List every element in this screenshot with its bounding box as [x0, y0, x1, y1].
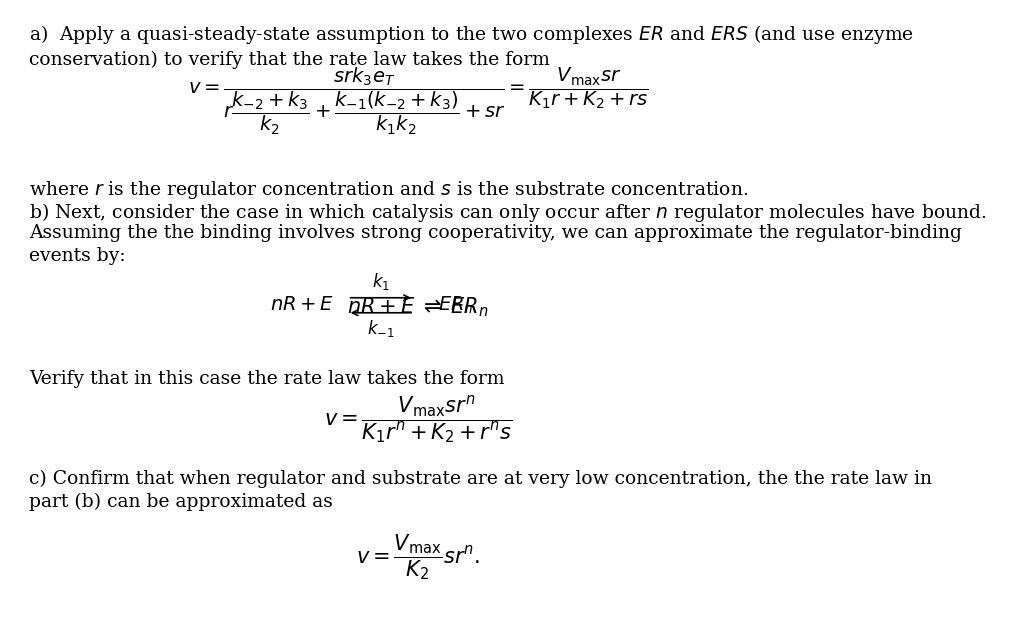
Text: where $r$ is the regulator concentration and $s$ is the substrate concentration.: where $r$ is the regulator concentration…	[29, 179, 749, 201]
Text: Verify that in this case the rate law takes the form: Verify that in this case the rate law ta…	[29, 370, 505, 387]
Text: $v = \dfrac{V_{\max} s r^n}{K_1 r^n + K_2 + r^n s}$: $v = \dfrac{V_{\max} s r^n}{K_1 r^n + K_…	[324, 393, 512, 446]
Text: conservation) to verify that the rate law takes the form: conservation) to verify that the rate la…	[29, 51, 550, 69]
Text: b) Next, consider the case in which catalysis can only occur after $n$ regulator: b) Next, consider the case in which cata…	[29, 201, 986, 224]
Text: $v = \dfrac{V_{\max}}{K_2} s r^n.$: $v = \dfrac{V_{\max}}{K_2} s r^n.$	[356, 532, 480, 582]
Text: c) Confirm that when regulator and substrate are at very low concentration, the : c) Confirm that when regulator and subst…	[29, 470, 932, 488]
Text: Assuming the the binding involves strong cooperativity, we can approximate the r: Assuming the the binding involves strong…	[29, 224, 962, 242]
Text: $nR + E$: $nR + E$	[270, 296, 334, 314]
Text: $k_1$: $k_1$	[372, 271, 390, 292]
Text: a)  Apply a quasi-steady-state assumption to the two complexes $\mathit{ER}$ and: a) Apply a quasi-steady-state assumption…	[29, 23, 914, 46]
Text: $nR + E \;\rightleftharpoons\; ER_n$: $nR + E \;\rightleftharpoons\; ER_n$	[347, 296, 488, 319]
Text: $ER_n$: $ER_n$	[437, 294, 473, 316]
Text: $v = \dfrac{srk_3 e_T}{r\dfrac{k_{-2}+k_3}{k_2} + \dfrac{k_{-1}(k_{-2}+k_3)}{k_1: $v = \dfrac{srk_3 e_T}{r\dfrac{k_{-2}+k_…	[187, 65, 648, 137]
Text: events by:: events by:	[29, 246, 126, 265]
Text: part (b) can be approximated as: part (b) can be approximated as	[29, 492, 333, 511]
Text: $k_{-1}$: $k_{-1}$	[367, 318, 394, 339]
